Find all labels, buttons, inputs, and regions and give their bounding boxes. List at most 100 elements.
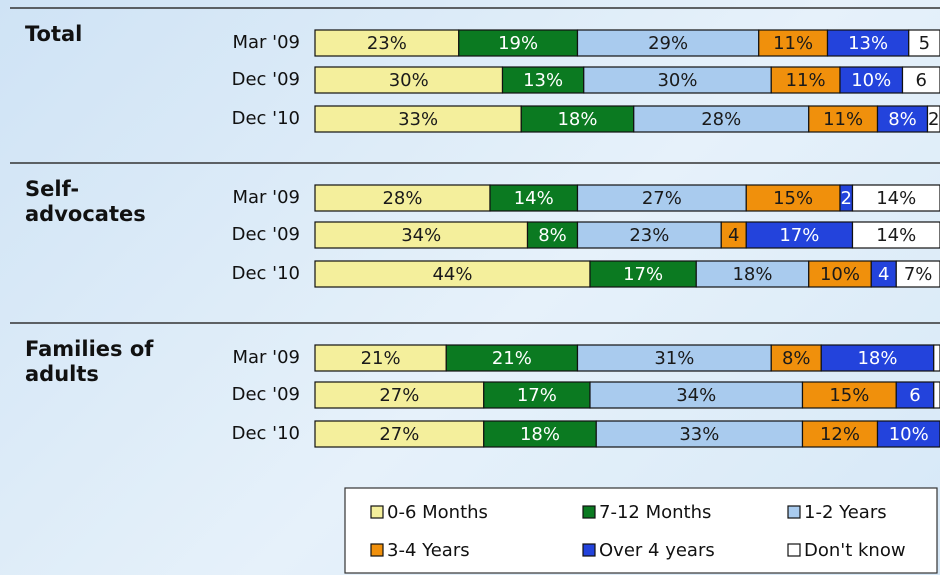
legend-box bbox=[344, 487, 938, 574]
row-label: Dec '10 bbox=[232, 423, 300, 444]
bar-segment bbox=[926, 105, 940, 133]
group-label: Total bbox=[25, 22, 83, 46]
bar-segment bbox=[314, 344, 447, 372]
bar-segment bbox=[314, 66, 504, 94]
value-label: 33% bbox=[398, 109, 438, 130]
value-label: 14% bbox=[876, 188, 916, 209]
bar-segment bbox=[576, 29, 760, 57]
bar-segment bbox=[314, 29, 460, 57]
value-label: 8% bbox=[888, 109, 917, 130]
bar-segment bbox=[458, 29, 579, 57]
bar-segment bbox=[589, 381, 804, 409]
value-label: 7% bbox=[904, 264, 933, 285]
bar-segment bbox=[745, 184, 841, 212]
value-label: 33% bbox=[679, 424, 719, 445]
bar-segment bbox=[576, 184, 747, 212]
value-label: 17% bbox=[779, 225, 819, 246]
bar-segment bbox=[445, 344, 579, 372]
value-label: 15% bbox=[773, 188, 813, 209]
value-label: 11% bbox=[773, 33, 813, 54]
bar-segment bbox=[808, 105, 879, 133]
value-label: 17% bbox=[623, 264, 663, 285]
legend-label: 3-4 Years bbox=[387, 540, 470, 561]
bar-segment bbox=[633, 105, 810, 133]
bar-segment bbox=[745, 221, 854, 249]
legend-swatch bbox=[370, 505, 384, 519]
bar-segment bbox=[851, 184, 940, 212]
row-label: Dec '10 bbox=[232, 108, 300, 129]
value-label: 23% bbox=[629, 225, 669, 246]
value-label: 10% bbox=[820, 264, 860, 285]
value-label: 4 bbox=[878, 264, 889, 285]
value-label: 21% bbox=[492, 348, 532, 369]
bar-segment bbox=[314, 105, 522, 133]
bar-segment bbox=[808, 260, 872, 288]
value-label: 17% bbox=[517, 385, 557, 406]
value-label: 18% bbox=[557, 109, 597, 130]
bar-segment bbox=[314, 184, 491, 212]
legend-label: 1-2 Years bbox=[804, 502, 887, 523]
value-label: 14% bbox=[876, 225, 916, 246]
bar-segment bbox=[820, 344, 935, 372]
value-label: 21% bbox=[361, 348, 401, 369]
legend-label: Over 4 years bbox=[599, 540, 715, 561]
row-label: Dec '09 bbox=[232, 384, 300, 405]
bar-segment bbox=[876, 105, 929, 133]
value-label: 18% bbox=[520, 424, 560, 445]
bar-segment bbox=[576, 221, 722, 249]
legend-swatch bbox=[582, 543, 596, 557]
value-label: 6 bbox=[909, 385, 920, 406]
bar-segment bbox=[314, 221, 529, 249]
bar-segment bbox=[801, 381, 897, 409]
value-label: 18% bbox=[857, 348, 897, 369]
bar-segment bbox=[933, 344, 940, 372]
bar-segment bbox=[483, 381, 591, 409]
value-label: 8% bbox=[538, 225, 567, 246]
bar-segment bbox=[489, 184, 579, 212]
bar-segment bbox=[520, 105, 635, 133]
value-label: 28% bbox=[382, 188, 422, 209]
value-label: 14% bbox=[514, 188, 554, 209]
group-label: Self-advocates bbox=[25, 177, 146, 226]
value-label: 31% bbox=[654, 348, 694, 369]
bar-segment bbox=[576, 344, 772, 372]
value-label: 2 bbox=[928, 109, 939, 130]
bar-segment bbox=[314, 381, 485, 409]
row-label: Dec '09 bbox=[232, 69, 300, 90]
row-label: Dec '09 bbox=[232, 224, 300, 245]
bar-segment bbox=[901, 66, 940, 94]
value-label: 10% bbox=[851, 70, 891, 91]
row-label: Mar '09 bbox=[232, 187, 300, 208]
legend-label: 7-12 Months bbox=[599, 502, 711, 523]
value-label: 13% bbox=[848, 33, 888, 54]
value-label: 12% bbox=[820, 424, 860, 445]
bar-segment bbox=[770, 66, 841, 94]
value-label: 18% bbox=[732, 264, 772, 285]
value-label: 11% bbox=[786, 70, 826, 91]
bar-segment bbox=[314, 260, 591, 288]
legend-swatch bbox=[582, 505, 596, 519]
bar-segment bbox=[933, 381, 940, 409]
legend-swatch bbox=[787, 543, 801, 557]
value-label: 13% bbox=[523, 70, 563, 91]
row-label: Mar '09 bbox=[232, 32, 300, 53]
bar-segment bbox=[876, 420, 940, 448]
value-label: 8% bbox=[782, 348, 811, 369]
value-label: 29% bbox=[648, 33, 688, 54]
value-label: 11% bbox=[823, 109, 863, 130]
bar-segment bbox=[314, 420, 485, 448]
group-label: Families of adults bbox=[25, 337, 154, 386]
bar-segment bbox=[758, 29, 829, 57]
row-label: Mar '09 bbox=[232, 347, 300, 368]
value-label: 4 bbox=[728, 225, 739, 246]
bar-segment bbox=[826, 29, 910, 57]
value-label: 30% bbox=[389, 70, 429, 91]
value-label: 5 bbox=[919, 33, 930, 54]
value-label: 30% bbox=[657, 70, 697, 91]
bar-segment bbox=[895, 260, 940, 288]
value-label: 44% bbox=[432, 264, 472, 285]
row-label: Dec '10 bbox=[232, 263, 300, 284]
value-label: 34% bbox=[401, 225, 441, 246]
bar-segment bbox=[595, 420, 804, 448]
